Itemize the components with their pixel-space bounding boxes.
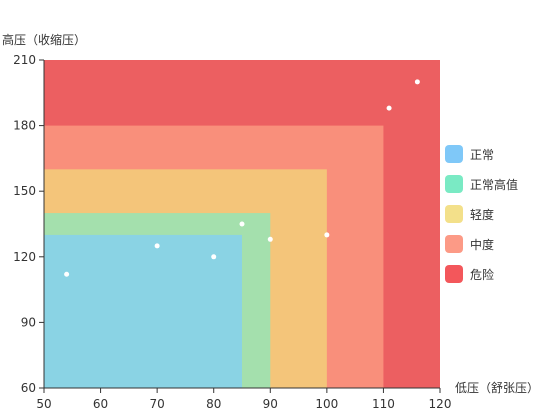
- legend-item[interactable]: 危险: [445, 259, 518, 289]
- legend-swatch: [445, 265, 463, 283]
- y-tick-label: 210: [13, 53, 36, 67]
- legend-item[interactable]: 轻度: [445, 199, 518, 229]
- legend-label: 中度: [470, 237, 495, 252]
- y-tick-label: 180: [13, 119, 36, 133]
- x-tick-label: 70: [150, 397, 165, 411]
- legend-label: 危险: [470, 267, 495, 282]
- legend-swatch: [445, 175, 463, 193]
- legend-label: 正常: [470, 147, 495, 162]
- legend-item[interactable]: 正常高值: [445, 169, 518, 199]
- legend-label: 正常高值: [470, 177, 519, 192]
- x-tick-label: 90: [263, 397, 278, 411]
- x-tick-label: 80: [206, 397, 221, 411]
- x-tick-label: 120: [429, 397, 452, 411]
- y-tick-label: 120: [13, 250, 36, 264]
- data-point[interactable]: [414, 79, 420, 85]
- legend-item[interactable]: 正常: [445, 139, 518, 169]
- data-point[interactable]: [154, 243, 160, 249]
- y-tick-label: 60: [21, 381, 36, 395]
- legend-swatch: [445, 145, 463, 163]
- data-point[interactable]: [267, 236, 273, 242]
- legend-label: 轻度: [470, 207, 495, 222]
- y-tick-label: 90: [21, 315, 36, 329]
- data-point[interactable]: [64, 271, 70, 277]
- data-point[interactable]: [239, 221, 245, 227]
- y-axis-title: 高压（收缩压）: [2, 32, 86, 47]
- legend: 正常正常高值轻度中度危险: [445, 139, 518, 289]
- legend-swatch: [445, 205, 463, 223]
- x-tick-label: 100: [315, 397, 338, 411]
- data-point[interactable]: [386, 105, 392, 111]
- point-layer: [64, 79, 420, 277]
- x-tick-label: 60: [93, 397, 108, 411]
- legend-swatch: [445, 235, 463, 253]
- data-point[interactable]: [211, 254, 217, 260]
- data-point[interactable]: [324, 232, 330, 238]
- y-tick-label: 150: [13, 184, 36, 198]
- x-axis-title: 低压（舒张压）: [455, 381, 539, 395]
- region-5: [44, 234, 242, 388]
- x-tick-label: 50: [36, 397, 51, 411]
- x-tick-label: 110: [372, 397, 395, 411]
- legend-item[interactable]: 中度: [445, 229, 518, 259]
